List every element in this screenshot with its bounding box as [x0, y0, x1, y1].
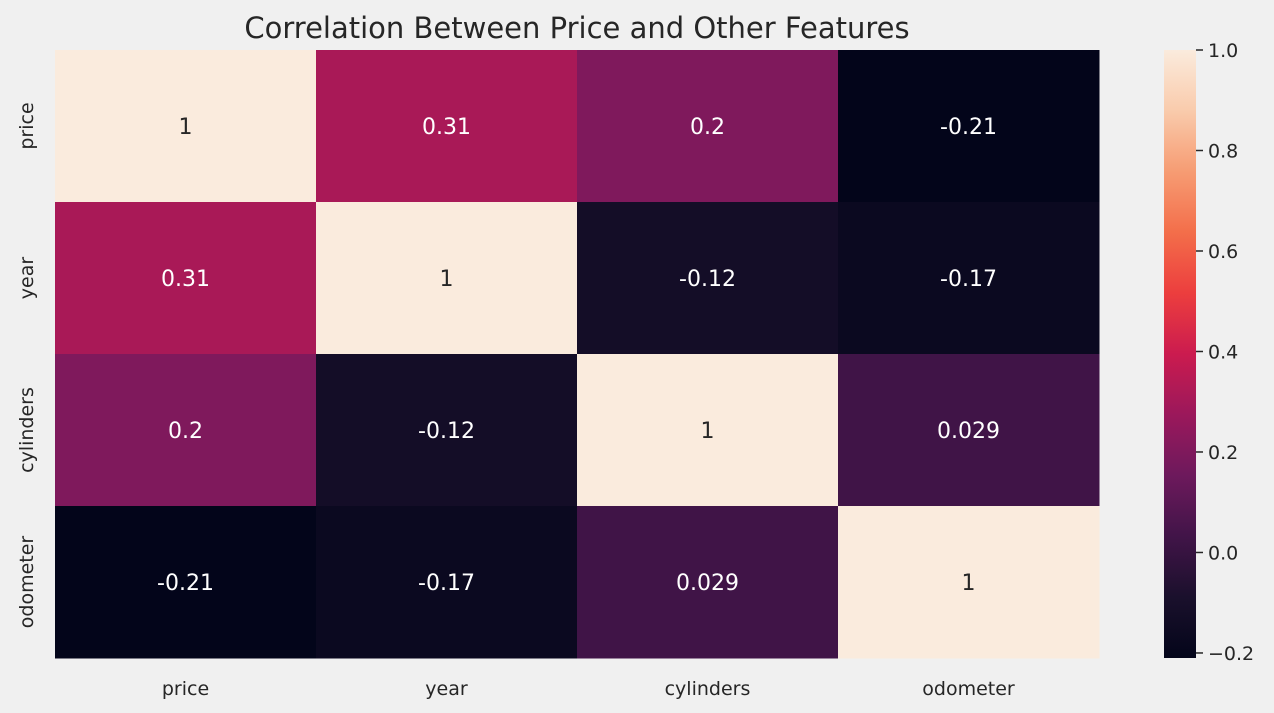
heatmap-cell-cylinders-year: [316, 354, 578, 507]
heatmap-cell-price-price: [55, 50, 317, 203]
heatmap-cell-cylinders-odometer: [838, 354, 1100, 507]
cell-annotation: 1: [701, 419, 715, 444]
heatmap-cell-odometer-price: [55, 506, 317, 659]
colorbar-gradient: [1164, 50, 1196, 658]
x-tick-label-price: price: [162, 678, 209, 700]
colorbar-tick-label: 1.0: [1208, 40, 1238, 62]
cell-annotation: 0.029: [937, 419, 1000, 444]
heatmap-cell-price-odometer: [838, 50, 1100, 203]
heatmap-cell-year-year: [316, 202, 578, 355]
cell-annotation: 0.029: [676, 571, 739, 596]
chart-title: Correlation Between Price and Other Feat…: [244, 11, 909, 45]
cell-annotation: 1: [440, 267, 454, 292]
cell-annotation: 0.31: [161, 267, 210, 292]
colorbar-tick-label: 0.8: [1208, 140, 1238, 162]
colorbar-tick-label: −0.2: [1208, 643, 1254, 665]
heatmap-cell-cylinders-price: [55, 354, 317, 507]
colorbar: −0.2 0.0 0.2 0.4 0.6 0.8 1.0: [1164, 40, 1254, 665]
heatmap-cell-odometer-year: [316, 506, 578, 659]
cell-annotations: 1 0.31 0.2 -0.21 0.31 1 -0.12 -0.17 0.2 -0.12 1 0.0…: [157, 115, 1000, 596]
y-tick-label-odometer: odometer: [16, 536, 38, 629]
x-axis-tick-labels: price year cylinders odometer: [162, 678, 1015, 700]
cell-annotation: 0.31: [422, 115, 471, 140]
y-axis-tick-labels: price year cylinders odometer: [16, 102, 38, 628]
cell-annotation: -0.12: [679, 267, 736, 292]
cell-annotation: 0.2: [690, 115, 725, 140]
heatmap-cells: [55, 50, 1100, 659]
heatmap-cell-price-year: [316, 50, 578, 203]
heatmap-cell-price-cylinders: [577, 50, 839, 203]
cell-annotation: 1: [179, 115, 193, 140]
x-tick-label-year: year: [425, 678, 468, 700]
cell-annotation: -0.21: [157, 571, 214, 596]
x-tick-label-cylinders: cylinders: [665, 678, 751, 700]
y-tick-label-price: price: [16, 102, 38, 149]
cell-annotation: -0.17: [418, 571, 475, 596]
x-tick-label-odometer: odometer: [922, 678, 1015, 700]
colorbar-tick-label: 0.6: [1208, 241, 1238, 263]
y-tick-label-year: year: [16, 257, 38, 300]
heatmap-cell-year-price: [55, 202, 317, 355]
cell-annotation: 0.2: [168, 419, 203, 444]
heatmap-cell-year-cylinders: [577, 202, 839, 355]
y-tick-label-cylinders: cylinders: [16, 387, 38, 473]
cell-annotation: 1: [962, 571, 976, 596]
heatmap-cell-odometer-cylinders: [577, 506, 839, 659]
heatmap-cell-cylinders-cylinders: [577, 354, 839, 507]
heatmap-cell-odometer-odometer: [838, 506, 1100, 659]
cell-annotation: -0.17: [940, 267, 997, 292]
colorbar-tick-label: 0.0: [1208, 542, 1238, 564]
cell-annotation: -0.21: [940, 115, 997, 140]
heatmap-cell-year-odometer: [838, 202, 1100, 355]
cell-annotation: -0.12: [418, 419, 475, 444]
colorbar-tick-label: 0.4: [1208, 341, 1238, 363]
colorbar-tick-label: 0.2: [1208, 442, 1238, 464]
